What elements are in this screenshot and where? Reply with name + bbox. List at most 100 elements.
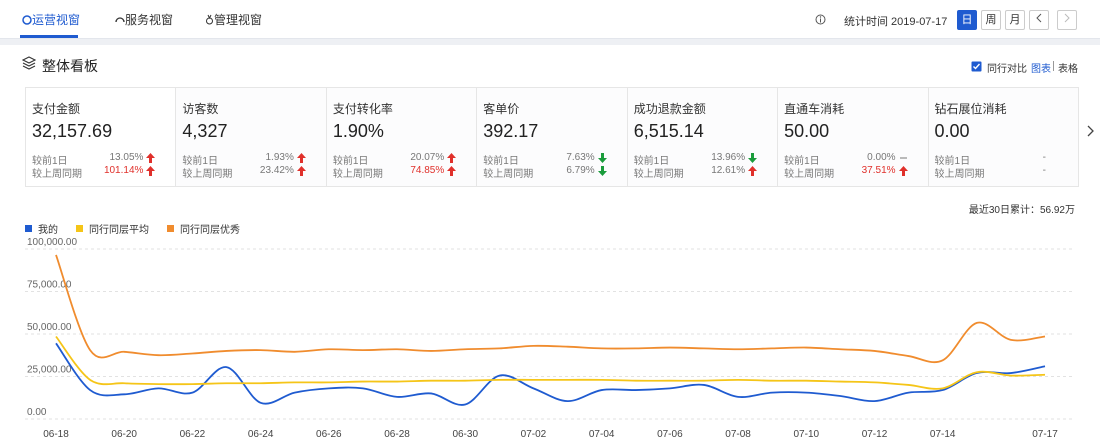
row-pct: 13.96% [711, 152, 746, 163]
view-toggle[interactable]: 图表 [1031, 64, 1051, 75]
kpi-card[interactable]: 支付金额 32,157.69 较前1日 13.05% 较上周同期 101.14% [26, 88, 177, 186]
cards-next[interactable] [1085, 124, 1095, 138]
kpi-value: 392.17 [483, 121, 539, 141]
y-tick-label: 100,000.00 [27, 237, 77, 248]
kpi-cards: 支付金额 32,157.69 较前1日 13.05% 较上周同期 101.14% 访客数 4,… [25, 87, 1079, 187]
row-label: 较前1日 [182, 156, 218, 167]
tab-indicator [20, 35, 78, 38]
x-tick-label: 06-20 [111, 429, 137, 439]
arrow-down [748, 153, 758, 163]
row-pct: 101.14% [103, 165, 144, 176]
next-button[interactable] [1057, 10, 1077, 30]
kpi-card[interactable]: 支付转化率 1.90% 较前1日 20.07% 较上周同期 74.85% [326, 88, 478, 186]
row-label: 较上周同期 [633, 169, 684, 180]
kpi-value: 4,327 [182, 121, 228, 141]
kpi-title: 支付金额 [32, 102, 81, 116]
arrow-down [597, 166, 607, 176]
row-label: 较前1日 [332, 156, 369, 167]
prev-button[interactable] [1029, 10, 1049, 30]
row-pct: 12.61% [711, 165, 746, 176]
chevron [1036, 13, 1042, 23]
x-tick-label: 07-17 [1032, 429, 1058, 439]
x-tick-label: 06-24 [248, 429, 274, 439]
kpi-row: 较上周同期 6.79% [483, 165, 626, 180]
top-bar: 运营视窗 服务视窗 管理视窗 统计时间 2019-07-17 日周月 [0, 0, 1100, 39]
row-label: 较前1日 [633, 156, 670, 167]
tab-label: 管理视窗 [214, 13, 263, 27]
arrow-up [447, 153, 457, 163]
view-toggle[interactable]: 表格 [1058, 64, 1078, 75]
total-label: 最近30日累计：56.92万 [968, 205, 1075, 216]
kpi-row: 较前1日 1.93% [182, 152, 325, 167]
row-pct: 1.93% [265, 152, 294, 163]
row-label: 较前1日 [934, 156, 971, 167]
kpi-value: 1.90% [332, 121, 384, 141]
series-line [55, 342, 1046, 406]
kpi-title: 钻石展位消耗 [934, 102, 1007, 116]
x-tick-label: 06-28 [384, 429, 410, 439]
kpi-row: 较上周同期 - [935, 165, 1078, 180]
y-tick-label: 25,000.00 [27, 365, 72, 376]
arrow-up [748, 166, 758, 176]
period-button[interactable]: 月 [1005, 10, 1025, 30]
chart: 0.00 25,000.00 50,000.00 75,000.00 100,000.0… [25, 237, 1075, 439]
tab-icon [115, 17, 125, 23]
legend-item[interactable]: 同行同层优秀 [167, 221, 240, 236]
kpi-card[interactable]: 客单价 392.17 较前1日 7.63% 较上周同期 6.79% [477, 88, 628, 186]
period-button[interactable]: 日 [957, 10, 977, 30]
series-line [55, 335, 1046, 390]
legend-item[interactable]: 同行同层平均 [76, 221, 149, 236]
kpi-row: 较上周同期 12.61% [633, 165, 777, 180]
chevron [1064, 13, 1070, 23]
period-button[interactable]: 周 [981, 10, 1001, 30]
compare-label[interactable]: 同行对比 [987, 64, 1027, 75]
x-tick-label: 07-04 [589, 429, 615, 439]
kpi-row: 较前1日 20.07% [332, 152, 476, 167]
kpi-value: 32,157.69 [32, 121, 113, 141]
tab[interactable]: 管理视窗 [205, 11, 262, 28]
kpi-card[interactable]: 访客数 4,327 较前1日 1.93% 较上周同期 23.42% [176, 88, 327, 186]
layers-icon [22, 56, 36, 70]
kpi-row: 较前1日 - [934, 152, 1078, 167]
tab[interactable]: 运营视窗 [22, 11, 80, 28]
kpi-card[interactable]: 直通车消耗 50.00 较前1日 0.00% 较上周同期 37.51% [778, 88, 929, 186]
kpi-row: 较上周同期 37.51% [784, 165, 927, 180]
kpi-title: 客单价 [483, 102, 520, 116]
trend-icon [146, 166, 156, 176]
row-label: 较上周同期 [332, 169, 383, 180]
kpi-card[interactable]: 成功退款金额 6,515.14 较前1日 13.96% 较上周同期 12.61% [627, 88, 779, 186]
x-tick-label: 07-10 [793, 429, 819, 439]
row-pct: 7.63% [566, 152, 595, 163]
tab[interactable]: 服务视窗 [115, 11, 173, 28]
trend-icon [447, 166, 457, 176]
legend-item[interactable]: 我的 [25, 221, 58, 236]
row-label: 较上周同期 [784, 169, 835, 180]
kpi-row: 较前1日 13.96% [633, 152, 777, 167]
trend-icon [748, 166, 758, 176]
trend-icon [447, 153, 457, 163]
legend: 我的 同行同层平均 同行同层优秀 [25, 221, 240, 236]
row-label: 较上周同期 [483, 169, 534, 180]
y-tick-label: 75,000.00 [27, 280, 72, 291]
row-label: 较前1日 [784, 156, 820, 167]
x-tick-label: 07-08 [725, 429, 751, 439]
tab-icon [22, 15, 32, 25]
trend-icon [597, 153, 607, 163]
legend-label: 同行同层平均 [89, 224, 149, 236]
trend-icon [899, 157, 907, 159]
x-tick-label: 06-22 [180, 429, 206, 439]
x-tick-label: 06-26 [316, 429, 342, 439]
row-pct: - [1042, 165, 1046, 176]
kpi-row: 较上周同期 23.42% [182, 165, 325, 180]
x-tick-label: 06-30 [452, 429, 478, 439]
row-pct: 6.79% [566, 165, 595, 176]
kpi-value: 0.00 [934, 121, 970, 141]
arrow-up [447, 166, 457, 176]
kpi-row: 较上周同期 101.14% [32, 165, 175, 180]
trend-icon [898, 166, 908, 176]
kpi-card[interactable]: 钻石展位消耗 0.00 较前1日 - 较上周同期 - [928, 88, 1078, 186]
trend-icon [296, 166, 306, 176]
checkbox[interactable] [971, 61, 982, 72]
x-tick-label: 07-02 [521, 429, 547, 439]
info-icon[interactable] [815, 14, 826, 25]
